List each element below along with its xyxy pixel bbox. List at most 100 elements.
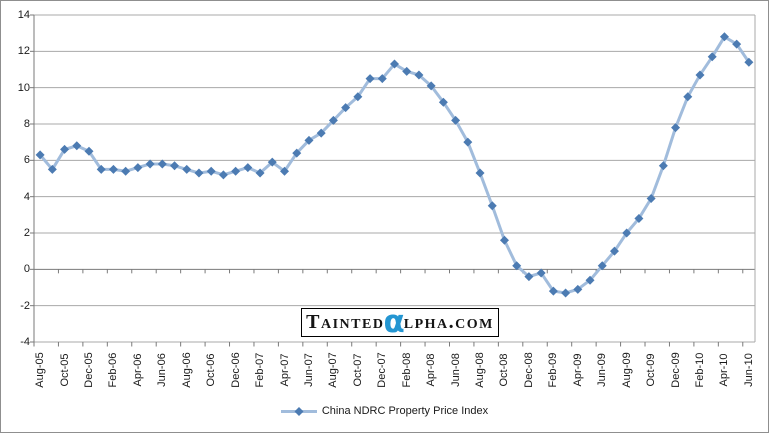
data-point-marker: [365, 74, 375, 84]
x-axis-tick-label: Aug-07: [327, 352, 340, 388]
data-point-marker: [341, 103, 351, 113]
data-point-marker: [426, 81, 436, 91]
x-axis-tick-label: Feb-07: [254, 352, 267, 388]
data-point-marker: [390, 59, 399, 69]
x-axis-tick-label: Oct-07: [351, 353, 364, 387]
x-axis-tick-label: Aug-06: [180, 352, 193, 388]
data-point-marker: [561, 288, 571, 298]
data-point-marker: [108, 164, 118, 174]
watermark-text-before: Tainted: [306, 311, 385, 333]
x-axis-tick-label: Dec-06: [229, 352, 242, 388]
x-axis-tick-label: Apr-10: [718, 353, 731, 387]
y-axis-tick-label: 8: [23, 118, 30, 130]
y-axis-tick-label: 10: [17, 81, 30, 94]
y-axis-tick-label: -2: [20, 299, 30, 312]
data-point-marker: [96, 164, 106, 174]
data-point-marker: [707, 52, 717, 62]
data-point-marker: [157, 159, 167, 169]
data-point-marker: [646, 193, 656, 203]
data-point-marker: [280, 166, 290, 176]
data-point-marker: [671, 123, 681, 133]
data-point-marker: [585, 275, 595, 285]
x-axis-tick-label: Oct-08: [498, 353, 511, 387]
data-point-marker: [487, 201, 497, 211]
x-axis-tick-label: Apr-06: [131, 353, 144, 387]
x-axis-tick-label: Jun-09: [596, 353, 609, 387]
y-axis-tick-label: 4: [23, 190, 30, 203]
data-point-marker: [438, 97, 448, 107]
y-axis-tick-label: 14: [17, 9, 30, 21]
data-point-marker: [695, 70, 705, 80]
data-point-marker: [35, 150, 45, 160]
data-point-marker: [353, 92, 363, 102]
y-axis-tick-label: 6: [23, 154, 30, 167]
data-point-marker: [683, 92, 693, 102]
watermark-alpha-icon: α: [383, 303, 405, 340]
watermark-text-after: lpha.com: [403, 311, 494, 333]
data-point-marker: [72, 141, 82, 151]
data-point-marker: [499, 235, 509, 245]
x-axis-tick-label: Apr-07: [278, 353, 291, 387]
data-point-marker: [218, 170, 228, 180]
data-point-marker: [622, 228, 632, 238]
x-axis-tick-label: Apr-08: [425, 353, 438, 387]
y-axis-tick-label: -4: [20, 336, 30, 348]
data-point-marker: [328, 115, 338, 125]
x-axis-tick-label: Dec-07: [376, 352, 389, 388]
data-point-marker: [194, 168, 204, 178]
data-point-marker: [243, 163, 253, 173]
data-point-marker: [609, 246, 619, 256]
data-point-marker: [732, 39, 742, 49]
data-point-marker: [634, 213, 644, 223]
data-point-marker: [597, 261, 607, 271]
legend-label: China NDRC Property Price Index: [321, 405, 489, 417]
data-point-marker: [451, 115, 461, 125]
legend-line-marker-icon: [280, 406, 317, 416]
data-point-marker: [231, 166, 241, 176]
y-axis-tick-label: 0: [23, 263, 30, 276]
data-point-marker: [463, 137, 473, 147]
data-point-marker: [316, 128, 326, 138]
data-point-marker: [170, 161, 180, 171]
y-axis-tick-label: 12: [17, 45, 30, 58]
data-point-marker: [719, 32, 729, 42]
x-axis-tick-label: Oct-05: [58, 353, 71, 387]
y-axis-tick-label: 2: [23, 227, 30, 239]
data-point-marker: [536, 268, 546, 278]
x-axis-tick-label: Oct-09: [645, 353, 658, 387]
data-point-marker: [206, 166, 216, 176]
data-point-marker: [377, 74, 387, 84]
data-point-marker: [84, 146, 94, 156]
x-axis-tick-label: Feb-08: [400, 352, 413, 388]
data-point-marker: [182, 164, 192, 174]
data-point-marker: [304, 135, 314, 145]
x-axis-tick-label: Feb-06: [107, 352, 120, 388]
data-point-marker: [267, 157, 277, 167]
data-point-marker: [133, 163, 143, 173]
x-axis-tick-label: Jun-08: [449, 353, 462, 387]
data-point-marker: [255, 168, 265, 178]
x-axis-tick-label: Dec-08: [522, 352, 535, 388]
x-axis-tick-label: Jun-07: [302, 353, 315, 387]
data-point-marker: [292, 148, 302, 158]
x-axis-tick-label: Jun-10: [742, 353, 755, 387]
series-line: [38, 35, 751, 295]
data-point-marker: [658, 161, 668, 171]
data-point-marker: [121, 166, 131, 176]
data-point-marker: [475, 168, 485, 178]
x-axis-tick-label: Feb-09: [547, 352, 560, 388]
data-point-marker: [402, 66, 412, 76]
x-axis-tick-label: Aug-09: [620, 352, 633, 388]
data-point-marker: [548, 286, 558, 296]
x-axis-tick-label: Apr-09: [571, 353, 584, 387]
data-point-marker: [60, 144, 70, 154]
x-axis-tick-label: Oct-06: [205, 353, 218, 387]
x-axis-tick-label: Aug-05: [34, 352, 47, 388]
data-point-marker: [47, 164, 57, 174]
x-axis-tick-label: Jun-06: [156, 353, 169, 387]
chart-legend: China NDRC Property Price Index: [1, 402, 768, 420]
x-axis-tick-label: Feb-10: [694, 352, 706, 388]
data-point-marker: [524, 272, 534, 282]
